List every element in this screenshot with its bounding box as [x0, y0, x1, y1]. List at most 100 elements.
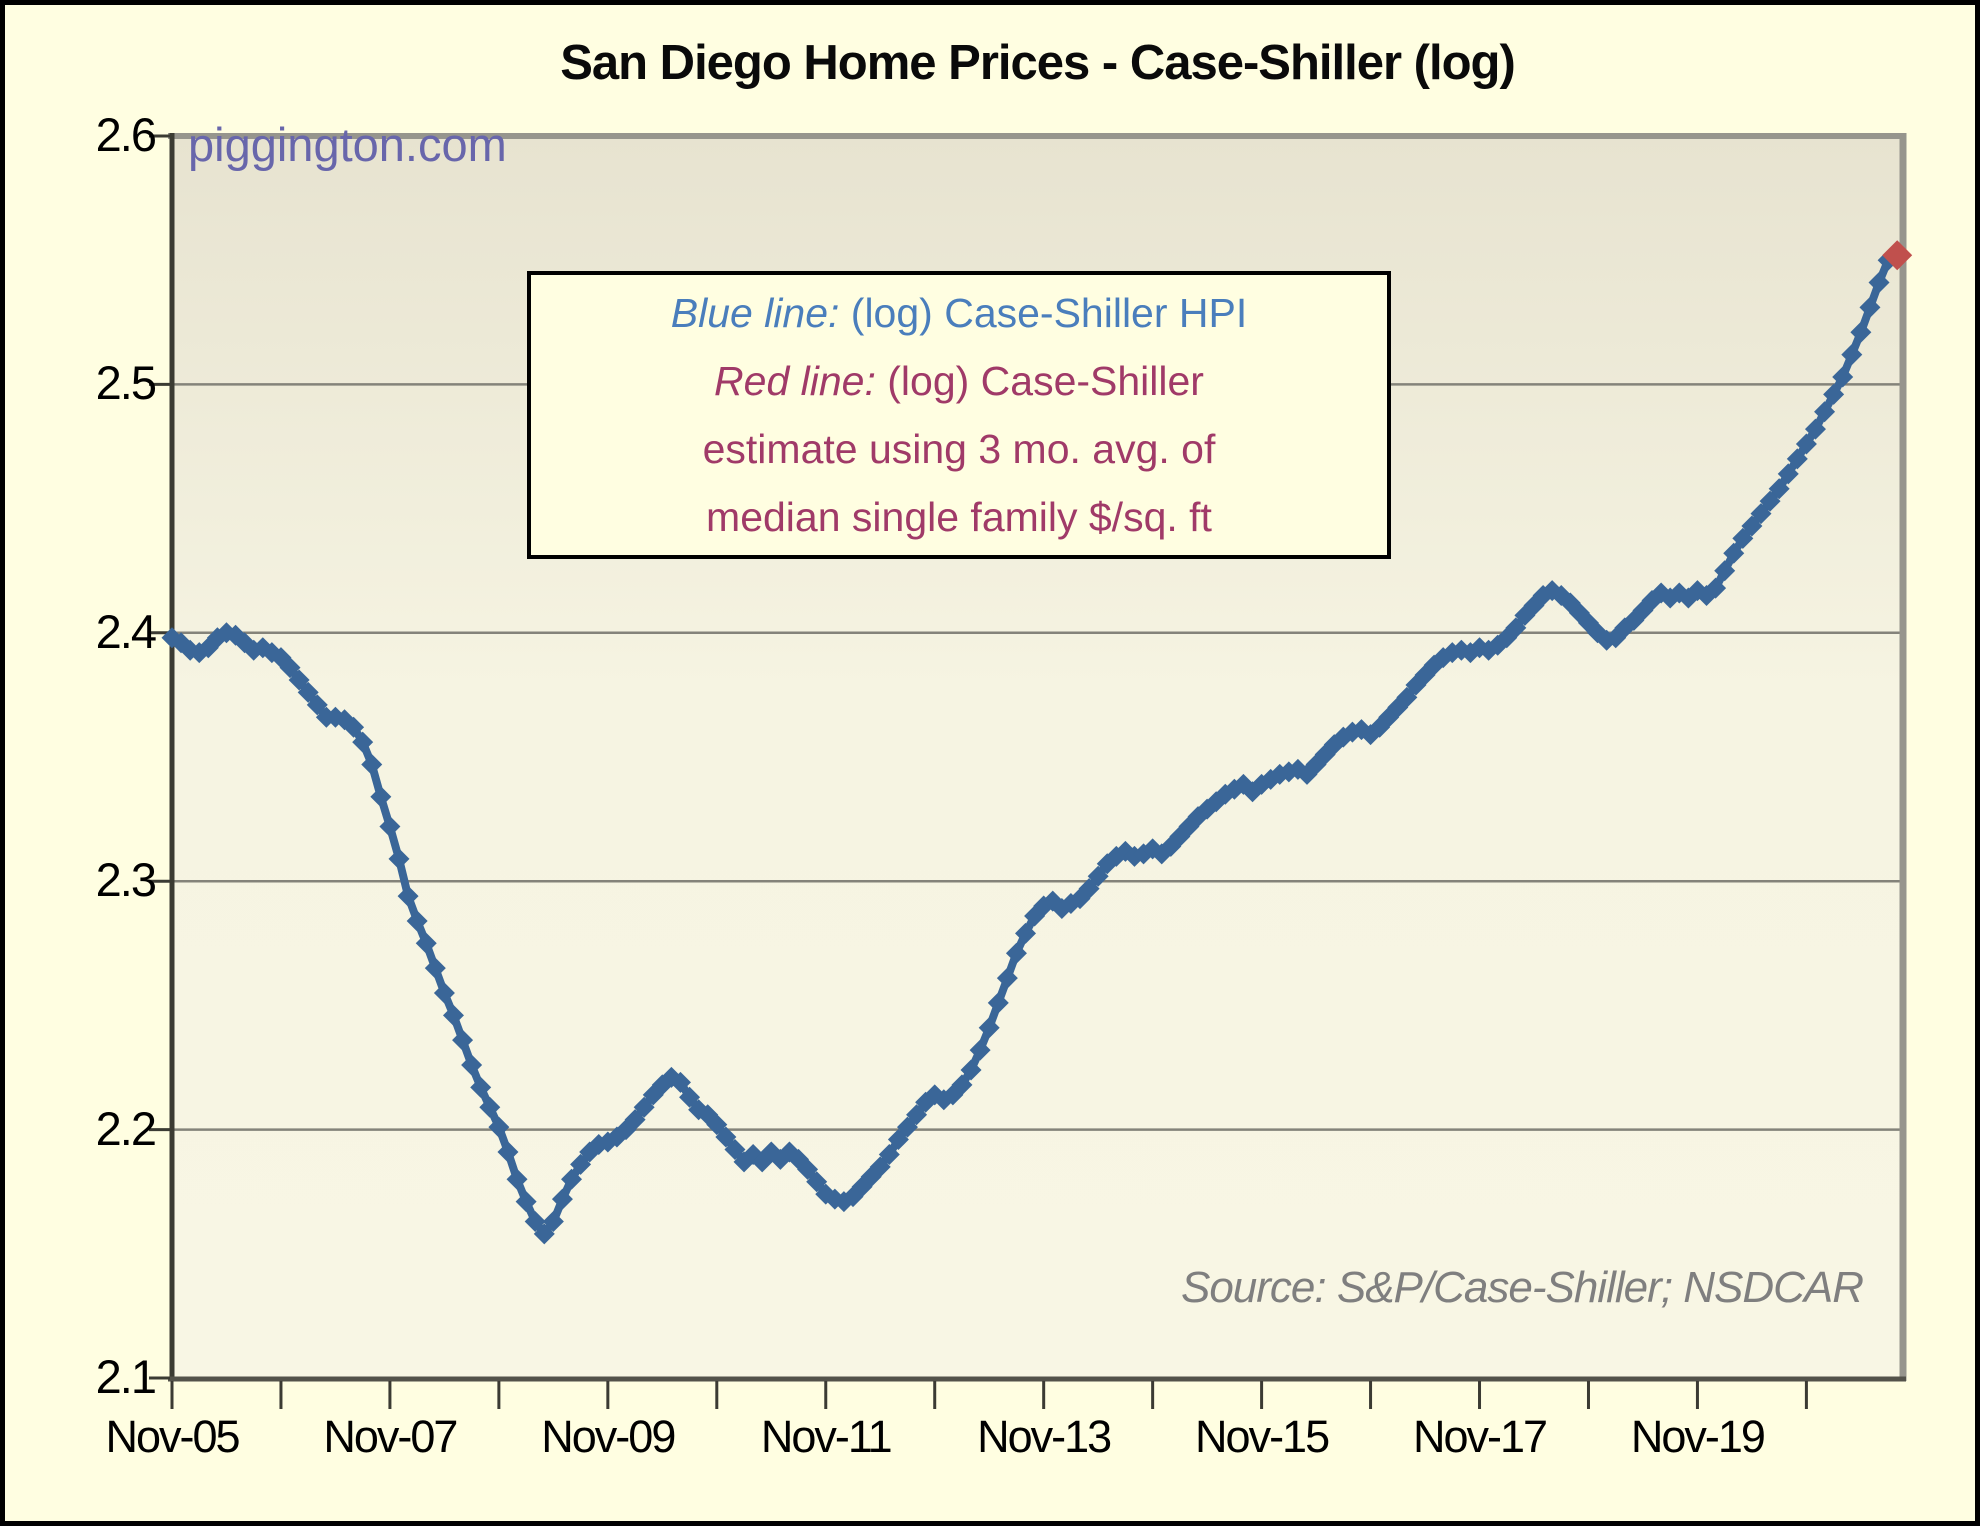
- legend-line-red: Red line: (log) Case-Shiller: [531, 347, 1387, 415]
- hpi-point: [1078, 878, 1100, 900]
- hpi-point: [806, 1171, 828, 1193]
- hpi-point: [724, 1138, 746, 1160]
- hpi-point: [1714, 560, 1736, 582]
- hpi-point: [461, 1054, 483, 1076]
- hpi-point: [433, 982, 455, 1004]
- hpi-point: [1841, 344, 1863, 366]
- hpi-point: [506, 1168, 528, 1190]
- hpi-point: [1823, 383, 1845, 405]
- y-axis-label: 2.5: [95, 356, 157, 410]
- hpi-point: [551, 1188, 573, 1210]
- hpi-point: [1705, 577, 1727, 599]
- hpi-point: [470, 1076, 492, 1098]
- hpi-point: [869, 1156, 891, 1178]
- hpi-point: [361, 753, 383, 775]
- hpi-point: [406, 910, 428, 932]
- hpi-point: [960, 1059, 982, 1081]
- hpi-point: [878, 1143, 900, 1165]
- hpi-point: [1015, 922, 1037, 944]
- hpi-point: [951, 1074, 973, 1096]
- legend-red-text: (log) Case-Shiller: [875, 358, 1204, 404]
- hpi-point: [1832, 366, 1854, 388]
- hpi-point: [1396, 686, 1418, 708]
- watermark-text: piggington.com: [188, 118, 507, 171]
- source-note: Source: S&P/Case-Shiller; NSDCAR: [1180, 1263, 1864, 1312]
- chart-title: San Diego Home Prices - Case-Shiller (lo…: [560, 36, 1516, 90]
- hpi-point: [987, 992, 1009, 1014]
- hpi-point: [1723, 542, 1745, 564]
- hpi-point: [279, 657, 301, 679]
- legend-box: Blue line: (log) Case-Shiller HPI Red li…: [527, 271, 1391, 559]
- x-axis-label: Nov-09: [541, 1411, 676, 1462]
- x-axis-label: Nov-17: [1412, 1411, 1548, 1462]
- hpi-point: [669, 1071, 691, 1093]
- legend-blue-label: Blue line:: [670, 290, 840, 336]
- hpi-point: [288, 669, 310, 691]
- y-axis-label: 2.4: [95, 604, 157, 658]
- hpi-point: [442, 1004, 464, 1026]
- hpi-point: [1868, 272, 1890, 294]
- legend-red-line2: estimate using 3 mo. avg. of: [702, 426, 1216, 472]
- hpi-point: [624, 1109, 646, 1131]
- hpi-point: [1795, 433, 1817, 455]
- hpi-point: [978, 1017, 1000, 1039]
- hpi-point: [887, 1129, 909, 1151]
- hpi-point: [388, 848, 410, 870]
- y-axis-label: 2.3: [95, 853, 157, 907]
- y-axis-label: 2.6: [95, 108, 157, 161]
- hpi-point: [488, 1116, 510, 1138]
- hpi-point: [1859, 296, 1881, 318]
- hpi-point: [969, 1039, 991, 1061]
- hpi-point: [452, 1029, 474, 1051]
- legend-red-label: Red line:: [714, 358, 876, 404]
- hpi-point: [1777, 463, 1799, 485]
- hpi-point: [1505, 617, 1527, 639]
- hpi-point: [343, 716, 365, 738]
- x-axis-label: Nov-13: [977, 1411, 1112, 1462]
- hpi-point: [570, 1153, 592, 1175]
- y-axis-label: 2.1: [95, 1350, 157, 1403]
- x-axis-label: Nov-11: [760, 1411, 893, 1462]
- legend-blue-text: (log) Case-Shiller HPI: [839, 290, 1248, 336]
- hpi-point: [706, 1114, 728, 1136]
- hpi-point: [370, 786, 392, 808]
- hpi-point: [542, 1211, 564, 1233]
- hpi-point: [1768, 478, 1790, 500]
- hpi-point: [524, 1211, 546, 1233]
- x-axis-label: Nov-07: [323, 1411, 458, 1462]
- x-axis-label: Nov-05: [105, 1411, 240, 1462]
- hpi-point: [415, 932, 437, 954]
- estimate-point: [1882, 240, 1913, 271]
- legend-line-blue: Blue line: (log) Case-Shiller HPI: [531, 279, 1387, 347]
- hpi-point: [533, 1223, 555, 1245]
- hpi-point: [996, 967, 1018, 989]
- x-axis-label: Nov-19: [1630, 1411, 1766, 1462]
- hpi-point: [297, 681, 319, 703]
- hpi-point: [1741, 515, 1763, 537]
- hpi-point: [1814, 401, 1836, 423]
- hpi-point: [1732, 527, 1754, 549]
- hpi-point: [715, 1126, 737, 1148]
- hpi-point: [306, 694, 328, 716]
- x-axis-label: Nov-15: [1195, 1411, 1330, 1462]
- legend-red-line3: median single family $/sq. ft: [706, 494, 1212, 540]
- hpi-point: [633, 1096, 655, 1118]
- hpi-point: [1786, 448, 1808, 470]
- hpi-point: [906, 1104, 928, 1126]
- hpi-point: [352, 731, 374, 753]
- hpi-point: [379, 816, 401, 838]
- hpi-point: [479, 1096, 501, 1118]
- hpi-point: [497, 1141, 519, 1163]
- hpi-point: [1850, 321, 1872, 343]
- hpi-point: [679, 1086, 701, 1108]
- hpi-point: [561, 1168, 583, 1190]
- hpi-point: [896, 1116, 918, 1138]
- hpi-point: [424, 957, 446, 979]
- hpi-point: [1750, 503, 1772, 525]
- hpi-point: [797, 1158, 819, 1180]
- hpi-point: [1005, 942, 1027, 964]
- hpi-point: [1087, 865, 1109, 887]
- y-axis-label: 2.2: [95, 1101, 157, 1155]
- hpi-point: [1759, 490, 1781, 512]
